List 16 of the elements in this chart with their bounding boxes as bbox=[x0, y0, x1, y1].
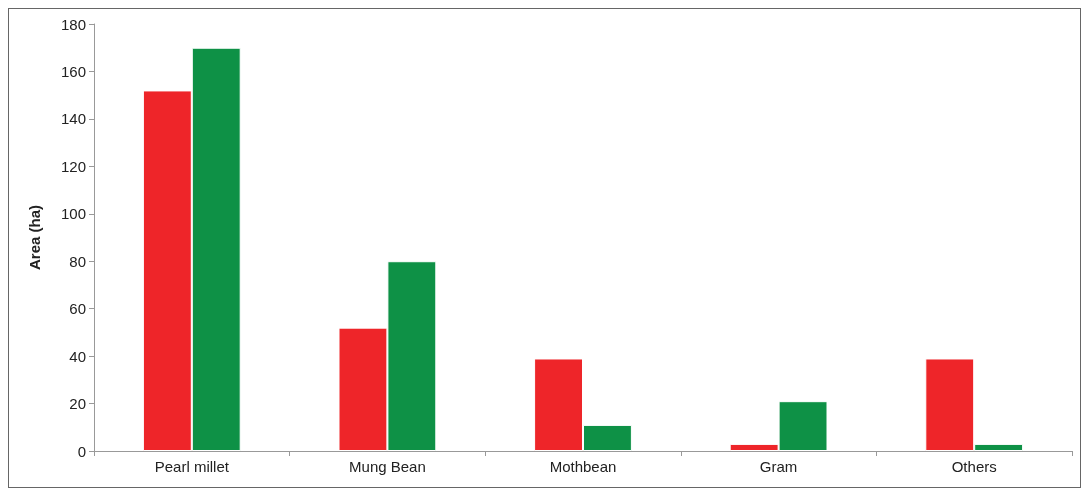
y-tick-label: 40 bbox=[69, 347, 86, 365]
y-tick-label: 120 bbox=[60, 157, 86, 175]
y-tick-label: 20 bbox=[69, 395, 86, 413]
y-tick-label: 80 bbox=[69, 252, 86, 270]
y-tick-label: 0 bbox=[77, 442, 86, 460]
x-tick-label: Others bbox=[951, 458, 997, 475]
y-tick-label: 140 bbox=[60, 110, 86, 128]
x-tick-label: Gram bbox=[759, 458, 798, 475]
x-tick-label: Mothbean bbox=[549, 458, 617, 475]
y-axis-title: Area (ha) bbox=[26, 204, 43, 271]
y-tick-label: 60 bbox=[69, 300, 86, 318]
y-tick-label: 160 bbox=[60, 62, 86, 80]
x-tick-label: Mung Bean bbox=[349, 458, 426, 475]
y-tick-label: 180 bbox=[60, 15, 86, 33]
y-tick-label: 100 bbox=[60, 205, 86, 223]
x-tick-label: Pearl millet bbox=[154, 458, 230, 475]
